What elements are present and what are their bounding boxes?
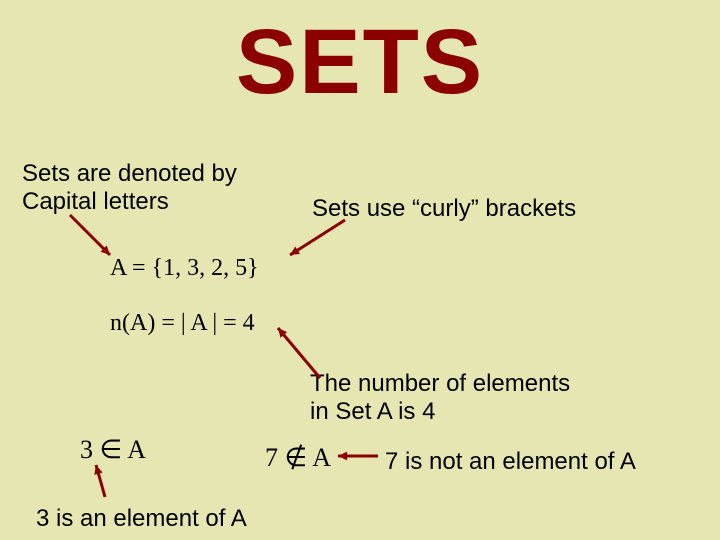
arrow-curly-to-brace xyxy=(290,220,345,255)
arrow-layer xyxy=(0,0,720,540)
arrow-seven-label xyxy=(338,452,378,461)
arrow-count-to-four xyxy=(278,328,320,378)
arrow-three-label xyxy=(94,465,105,497)
arrow-capital-to-A xyxy=(70,215,110,255)
